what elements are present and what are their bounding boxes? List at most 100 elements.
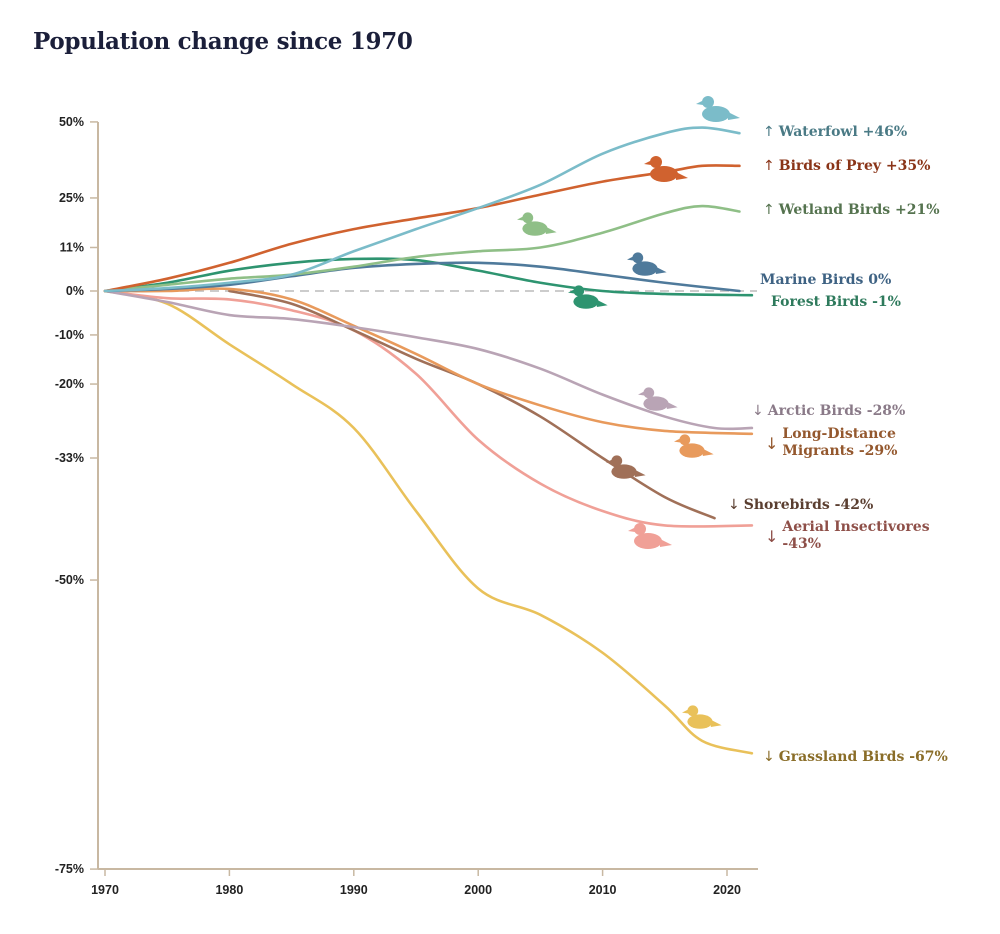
duck-icon-head xyxy=(702,96,714,108)
label-text: Waterfowl +46% xyxy=(778,124,908,140)
label-line: Aerial Insectivores xyxy=(782,519,930,535)
label-text: Wetland Birds +21% xyxy=(778,202,940,218)
series-label-birds-of-prey: ↑ Birds of Prey +35% xyxy=(763,158,930,175)
swallow-icon-beak xyxy=(628,528,635,532)
label-text: Marine Birds 0% xyxy=(760,272,892,288)
y-tick-label: 11% xyxy=(60,240,84,254)
label-text: Arctic Birds -28% xyxy=(767,403,906,419)
label-text: Shorebirds -42% xyxy=(743,497,874,513)
puffin-icon-beak xyxy=(627,256,634,261)
y-tick-label: -10% xyxy=(55,328,84,342)
arrow-down-icon: ↓ xyxy=(765,526,779,546)
y-tick-label: -75% xyxy=(55,862,84,876)
meadowlark-icon-tail xyxy=(710,719,722,727)
warbler-icon xyxy=(674,434,714,458)
meadowlark-icon-body xyxy=(687,714,713,729)
duck-icon-tail xyxy=(728,112,740,120)
label-line: -43% xyxy=(782,536,822,552)
curlew-icon-body xyxy=(611,464,637,479)
cuckoo-icon-beak xyxy=(568,289,575,294)
ptarmigan-icon-beak xyxy=(638,391,645,396)
arrow-up-icon: ↑ xyxy=(763,202,775,218)
cuckoo-icon-body xyxy=(573,294,599,309)
x-tick-label: 1970 xyxy=(91,883,119,897)
series-label-arctic-birds: ↓ Arctic Birds -28% xyxy=(752,403,905,420)
warbler-icon-body xyxy=(679,443,705,458)
x-tick-label: 2000 xyxy=(464,883,492,897)
label-text: Forest Birds -1% xyxy=(771,294,901,310)
hawk-icon-beak xyxy=(644,161,651,165)
puffin-icon-head xyxy=(632,252,644,264)
swallow-icon-body xyxy=(634,533,662,549)
meadowlark-icon-beak xyxy=(682,709,689,714)
label-line: Migrants -29% xyxy=(782,443,898,459)
series-line-waterfowl xyxy=(103,126,741,293)
puffin-icon-body xyxy=(632,261,658,276)
series-label-shorebirds: ↓ Shorebirds -42% xyxy=(728,497,873,514)
meadowlark-icon xyxy=(682,705,722,729)
series-line-shorebirds xyxy=(228,289,716,520)
swallow-icon-head xyxy=(634,523,646,535)
arrow-down-icon: ↓ xyxy=(728,497,740,513)
chart-title: Population change since 1970 xyxy=(33,28,413,55)
series-line-wetland-birds xyxy=(103,204,741,293)
y-tick-label: 0% xyxy=(66,284,84,298)
curlew-icon-head xyxy=(611,455,623,467)
x-tick-label: 1990 xyxy=(340,883,368,897)
swallow-icon-tail xyxy=(660,539,672,547)
cuckoo-icon-tail xyxy=(596,299,608,307)
arrow-up-icon: ↑ xyxy=(763,158,775,174)
cuckoo-icon xyxy=(568,285,608,309)
hawk-icon xyxy=(644,156,688,182)
series-line-arctic-birds xyxy=(103,289,754,431)
y-tick-label: 50% xyxy=(59,115,84,129)
x-tick-label: 1980 xyxy=(215,883,243,897)
series-line-grassland-birds xyxy=(103,289,754,755)
duck-icon xyxy=(696,96,740,122)
ptarmigan-icon-tail xyxy=(666,401,678,409)
puffin-icon-tail xyxy=(655,266,667,274)
y-tick-label: -33% xyxy=(55,451,84,465)
heron-icon-tail xyxy=(545,226,557,234)
duck-icon-beak xyxy=(696,101,703,105)
arrow-down-icon: ↓ xyxy=(765,433,779,453)
arrow-up-icon: ↑ xyxy=(763,124,775,140)
series-label-grassland-birds: ↓ Grassland Birds -67% xyxy=(763,749,948,766)
y-tick-label: -50% xyxy=(55,573,84,587)
series-label-aerial-insectivores: ↓ Aerial Insectivores -43% xyxy=(765,519,930,553)
label-line: Long-Distance xyxy=(782,426,896,442)
hawk-icon-body xyxy=(650,166,678,182)
ptarmigan-icon-body xyxy=(643,396,669,411)
label-text: Long-Distance Migrants -29% xyxy=(782,426,897,460)
heron-icon-body xyxy=(522,221,548,236)
meadowlark-icon-head xyxy=(687,705,699,717)
cuckoo-icon-head xyxy=(573,285,585,297)
x-tick-label: 2010 xyxy=(589,883,617,897)
curlew-icon-beak xyxy=(606,459,613,464)
warbler-icon-head xyxy=(679,434,691,446)
curlew-icon xyxy=(606,455,646,479)
label-text: Birds of Prey +35% xyxy=(778,158,931,174)
series-line-aerial-insectivores xyxy=(103,289,754,528)
warbler-icon-beak xyxy=(674,438,681,443)
arrow-down-icon: ↓ xyxy=(763,749,775,765)
series-label-waterfowl: ↑ Waterfowl +46% xyxy=(763,124,907,141)
label-text: Grassland Birds -67% xyxy=(778,749,948,765)
series-label-long-distance-migrants: ↓ Long-Distance Migrants -29% xyxy=(765,426,897,460)
curlew-icon-tail xyxy=(634,469,646,477)
x-tick-label: 2020 xyxy=(713,883,741,897)
heron-icon-head xyxy=(522,212,534,224)
puffin-icon xyxy=(627,252,667,276)
heron-icon xyxy=(517,212,557,236)
arrow-down-icon: ↓ xyxy=(752,403,764,419)
series-label-wetland-birds: ↑ Wetland Birds +21% xyxy=(763,202,940,219)
ptarmigan-icon xyxy=(638,387,678,411)
duck-icon-body xyxy=(702,106,730,122)
hawk-icon-tail xyxy=(676,172,688,180)
series-line-long-distance-migrants xyxy=(103,287,754,436)
heron-icon-beak xyxy=(517,216,524,221)
label-text: Aerial Insectivores -43% xyxy=(782,519,929,553)
y-tick-label: -20% xyxy=(55,377,84,391)
